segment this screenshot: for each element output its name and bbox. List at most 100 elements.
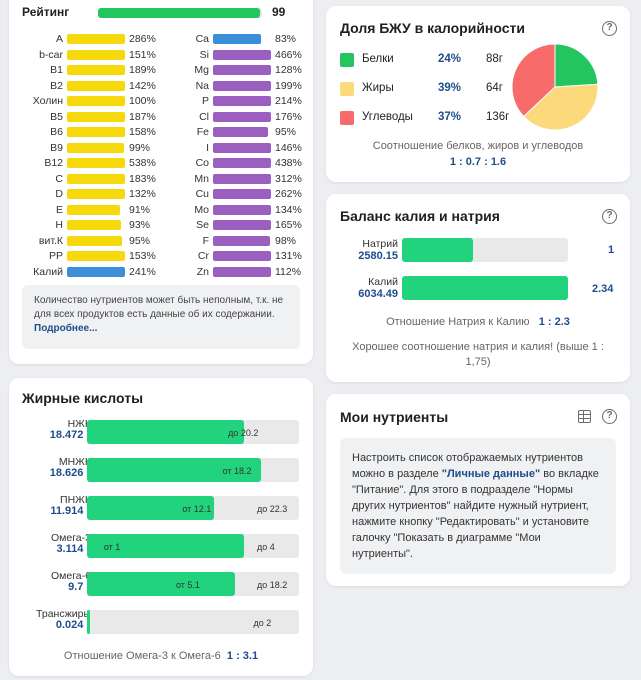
nutrient-name: B1 [50,64,63,76]
nutrient-bar [213,96,271,106]
nutrient-row: B12 538% [9,156,159,172]
nutrient-name: вит.К [38,234,63,247]
personal-data-link[interactable]: "Личные данные" [441,468,541,480]
fatty-acid-min: от 18.2 [222,466,252,476]
bju-pie-chart [512,44,598,130]
nutrient-row: H 93% [9,218,159,234]
nutrient-bar [213,204,271,215]
nutrient-percent: 466% [275,48,302,61]
fatty-acid-bar: от 1 до 4 [87,534,299,558]
my-nutrients-help-icon[interactable]: ? [602,409,617,424]
potassium-label: Калий [368,276,398,288]
nutrient-name: B2 [50,79,63,92]
nutrient-percent: 95% [275,126,297,138]
nutrient-row: Co 438% [155,156,305,172]
nutrient-percent: 132% [129,188,156,200]
nutrient-percent: 134% [275,203,302,216]
my-nutrients-title: Мои нутриенты [340,409,449,425]
balance-help-icon[interactable]: ? [602,209,617,224]
nutrient-name: Калий [33,265,63,278]
nutrient-row: Na 199% [155,79,305,95]
nutrient-bar [213,189,271,199]
nutrient-name: H [55,219,63,231]
nutrient-row: B2 142% [9,79,159,95]
rating-note-text: Количество нутриентов может быть неполны… [34,295,284,320]
bju-help-icon[interactable]: ? [602,21,617,36]
fatty-acid-bar-fill [87,610,90,634]
nutrient-bar [67,158,125,168]
fatty-acids-card: Жирные кислоты НЖК 18.472 г до 20.2 МНЖК 18.… [9,378,313,676]
fatty-acid-row: НЖК 18.472 г до 20.2 [9,418,313,444]
nutrient-name: Mg [194,64,209,76]
nutrient-row: PP 153% [9,249,159,265]
nutrient-row: Ca 83% [155,32,305,48]
nutrient-bar [213,127,269,137]
fatty-acid-row: МНЖК 18.626 г от 18.2 [9,456,313,482]
fatty-acid-row: Омега-3 3.114 г от 1 до 4 [9,532,313,558]
nutrient-bar [67,173,125,184]
nutrient-percent: 187% [129,110,156,123]
fatty-acid-bar: до 2 [87,610,299,634]
nutrient-row: F 98% [155,234,305,250]
rating-card: Рейтинг 99 A 286% b-car 151% B1 189% B2 142% Хол… [9,0,313,364]
nutrient-name: Cl [199,110,209,123]
my-nutrients-text-2: во вкладке "Питание". Для этого в подраз… [352,468,599,560]
fatty-acid-max: до 20.2 [228,428,259,438]
nutrient-bar [67,251,125,261]
nutrient-row: Холин 100% [9,94,159,110]
nutrient-name: Se [196,219,209,231]
nutrient-row: Mg 128% [155,63,305,79]
more-link[interactable]: Подробнее... [34,323,98,334]
nutrient-row: Cr 131% [155,249,305,265]
fatty-acid-bar-fill [87,534,244,558]
nutrient-row: Zn 112% [155,265,305,281]
sodium-value: 2580.15 [358,250,398,262]
fatty-acid-value: 0.024 г [55,619,91,631]
nutrient-name: Si [199,48,209,61]
nutrient-row: b-car 151% [9,48,159,64]
sodium-bar [402,238,568,262]
sodium-bar-fill [402,238,474,262]
nutrient-name: b-car [39,48,63,61]
nutrient-row: B9 99% [9,141,159,157]
bju-legend-grams: 88г [486,53,503,65]
nutrient-bar [213,173,271,184]
fatty-acid-bar: от 12.1 до 22.3 [87,496,299,520]
balance-comment: Хорошее соотношение натрия и калия! (выш… [352,341,604,368]
fatty-acid-bar: от 18.2 [87,458,299,482]
nutrient-name: B6 [50,126,63,138]
nutrient-bar [67,111,125,122]
omega-ratio: Отношение Омега-3 к Омега-6 1 : 3.1 [9,650,313,662]
nutrient-row: I 146% [155,141,305,157]
nutrient-row: B5 187% [9,110,159,126]
potassium-ratio: 2.34 [592,283,614,295]
fatty-acid-value: 9.7 г [68,581,91,593]
bju-title: Доля БЖУ в калорийности [340,20,526,36]
fatty-acid-name: Омега-6 [50,570,91,582]
nutrient-percent: 538% [129,157,156,169]
fatty-acid-row: Омега-6 9.7 г от 5.1 до 18.2 [9,570,313,596]
nutrient-name: Mn [194,172,209,185]
sodium-label: Натрий [362,238,398,250]
table-icon[interactable] [578,410,591,423]
nutrient-row: E 91% [9,203,159,219]
nutrient-bar [213,158,271,168]
potassium-value: 6034.49 [358,288,398,300]
nutrient-name: Fe [196,126,209,138]
pie-slice [522,83,598,130]
nutrient-percent: 199% [275,79,302,92]
nutrient-bar [213,34,262,44]
potassium-bar-fill [402,276,568,300]
nutrient-bar [67,189,125,199]
nutrient-row: Калий 241% [9,265,159,281]
nutrient-name: B9 [50,141,63,154]
omega-ratio-label: Отношение Омега-3 к Омега-6 [63,650,221,662]
bju-legend-percent: 37% [438,111,462,123]
fatty-acid-min: от 5.1 [175,580,200,590]
nutrient-percent: 98% [275,234,297,247]
bju-ratio-value: 1 : 0.7 : 1.6 [449,156,507,168]
nutrient-bar [213,220,271,230]
nutrient-name: Na [195,79,209,92]
potassium-sodium-card: Баланс калия и натрия ? Натрий 2580.15 1… [326,194,630,382]
nutrient-row: P 214% [155,94,305,110]
